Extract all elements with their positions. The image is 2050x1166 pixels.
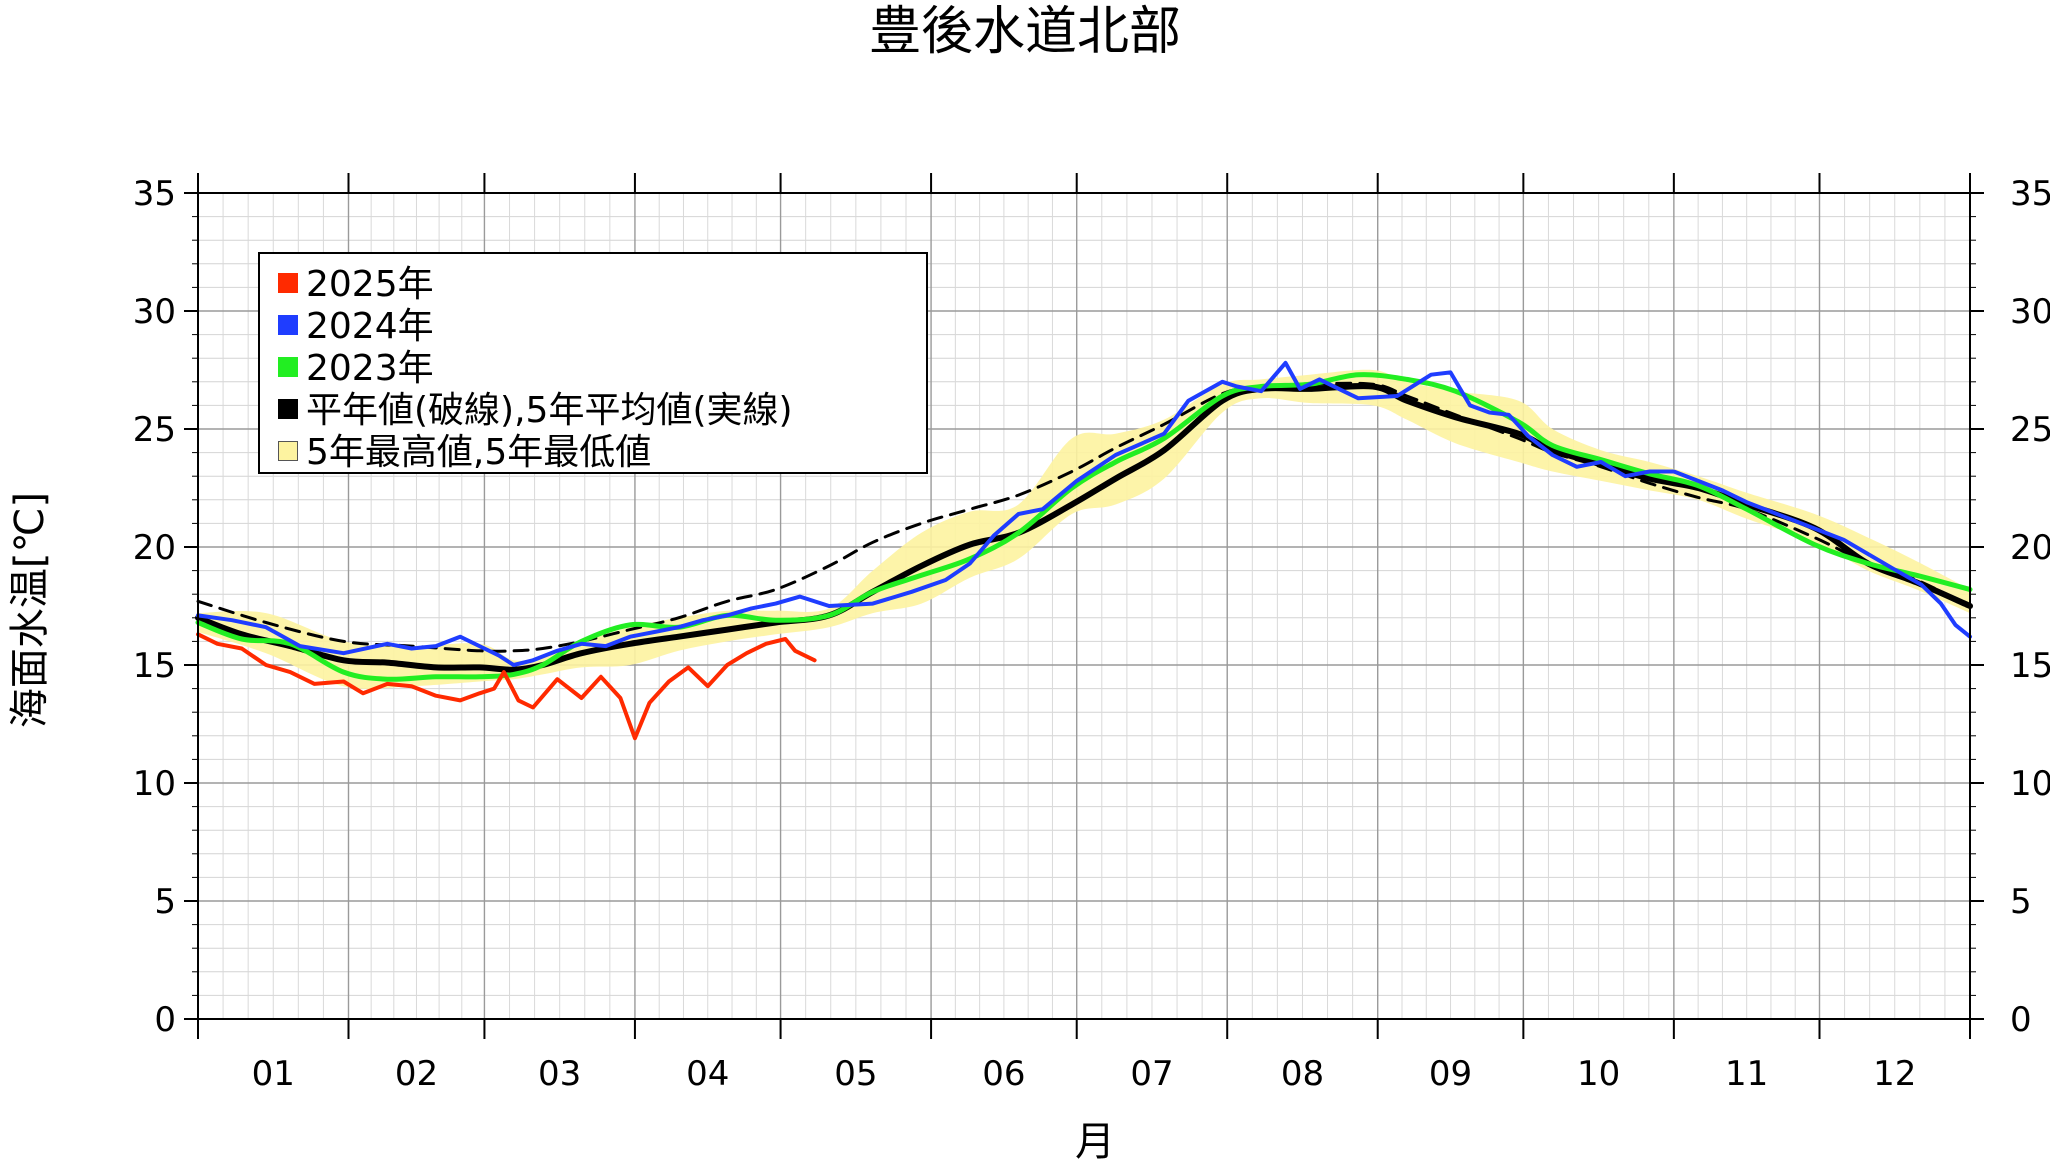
legend-item-2025: 2025年 [278,264,434,306]
y-tick-label-left: 25 [133,410,176,450]
x-tick-label: 02 [395,1054,438,1094]
legend-swatch-2023 [278,357,298,377]
chart-title: 豊後水道北部 [868,2,1181,62]
legend-item-normal: 平年値(破線),5年平均値(実線) [278,390,793,432]
y-tick-label-left: 35 [133,174,176,214]
series-line-2024 [196,360,1972,667]
y-tick-label-left: 0 [154,1000,176,1040]
legend-label-normal: 平年値(破線),5年平均値(実線) [306,390,793,431]
legend-swatch-range [278,441,298,461]
legend-label-2024: 2024年 [306,306,434,347]
legend-label-2025: 2025年 [306,264,434,305]
y-axis-label: 海面水温[℃] [7,491,53,729]
y-tick-label-right: 15 [2010,646,2050,686]
x-tick-label: 05 [834,1054,877,1094]
minor-gridlines [198,193,1970,1019]
legend: 2025年 2024年 2023年 平年値(破線),5年平均値(実線) 5年最高… [258,252,928,474]
x-tick-label: 10 [1577,1054,1620,1094]
x-axis-label: 月 [1075,1119,1115,1165]
series-line-normal [196,381,1972,653]
legend-item-2024: 2024年 [278,306,434,348]
y-tick-label-left: 15 [133,646,176,686]
y-tick-label-right: 0 [2010,1000,2032,1040]
y-tick-label-right: 20 [2010,528,2050,568]
series-line-5yr-mean [195,383,1973,673]
y-tick-label-right: 10 [2010,764,2050,804]
x-tick-label: 07 [1130,1054,1173,1094]
x-tick-label: 06 [982,1054,1025,1094]
legend-item-range: 5年最高値,5年最低値 [278,432,651,474]
y-tick-label-left: 5 [154,882,176,922]
y-tick-label-right: 30 [2010,292,2050,332]
x-tick-label: 09 [1429,1054,1472,1094]
y-tick-label-left: 20 [133,528,176,568]
series-lines [195,360,1973,741]
y-tick-label-left: 30 [133,292,176,332]
legend-swatch-normal [278,399,298,419]
plot-frame [197,192,1971,1020]
y-tick-label-right: 25 [2010,410,2050,450]
x-tick-label: 04 [686,1054,729,1094]
five-year-range-band [198,369,1970,689]
series-line-2025 [196,632,817,741]
x-tick-label: 01 [252,1054,295,1094]
legend-label-range: 5年最高値,5年最低値 [306,432,652,473]
legend-swatch-2024 [278,315,298,335]
x-tick-label: 12 [1873,1054,1916,1094]
x-tick-label: 08 [1281,1054,1324,1094]
x-tick-label: 03 [538,1054,581,1094]
legend-swatch-2025 [278,273,298,293]
y-tick-label-left: 10 [133,764,176,804]
y-tick-label-right: 35 [2010,174,2050,214]
x-tick-label: 11 [1725,1054,1768,1094]
y-axis-label-wrap: 海面水温[℃] [0,492,220,728]
legend-label-2023: 2023年 [306,348,434,389]
range-band-area [198,369,1970,689]
legend-item-2023: 2023年 [278,348,434,390]
y-tick-label-right: 5 [2010,882,2032,922]
